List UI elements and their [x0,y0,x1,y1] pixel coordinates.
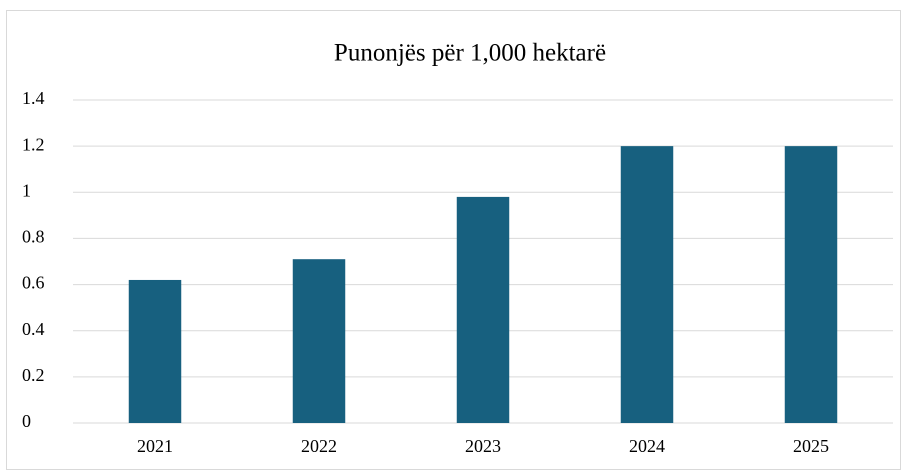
y-tick-label: 0.8 [22,227,45,247]
x-tick-label: 2025 [793,436,829,456]
x-tick-label: 2023 [465,436,501,456]
y-tick-label: 0.4 [22,319,45,339]
x-tick-label: 2024 [629,436,665,456]
x-tick-label: 2021 [137,436,173,456]
y-tick-label: 0 [22,411,31,431]
y-tick-label: 0.6 [22,273,45,293]
bar [784,146,838,423]
y-tick-label: 1.4 [22,88,45,108]
x-tick-label: 2022 [301,436,337,456]
bar [620,146,674,423]
bar [292,259,346,423]
bar [128,279,182,423]
y-tick-label: 0.2 [22,365,45,385]
chart-title: Punonjës për 1,000 hektarë [334,40,606,67]
y-tick-label: 1.2 [22,134,45,154]
y-tick-label: 1 [22,180,31,200]
bar [456,196,510,423]
